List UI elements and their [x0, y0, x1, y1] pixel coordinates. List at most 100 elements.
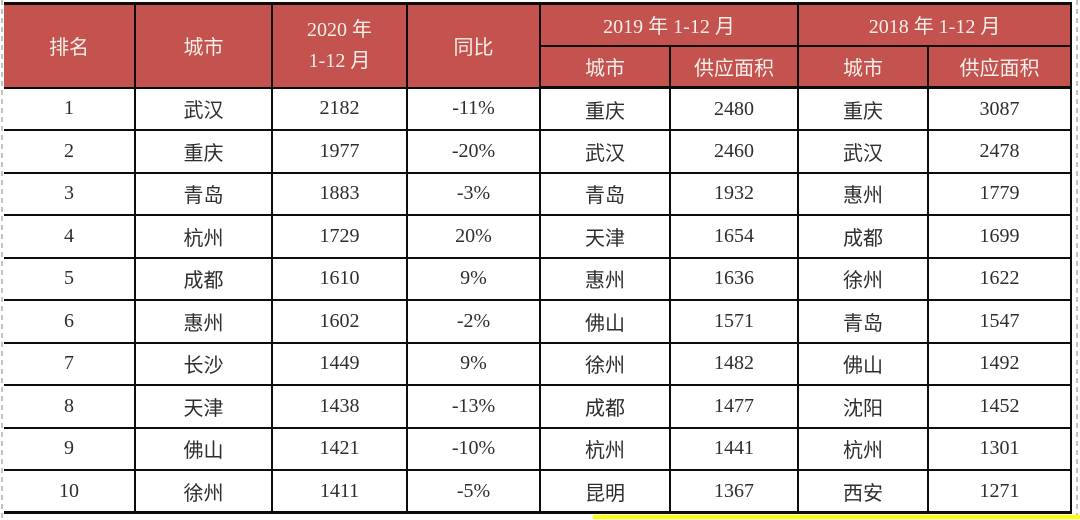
cell-supply-2018: 1271 [927, 469, 1073, 514]
cell-supply-2020: 1729 [271, 214, 408, 259]
cell-city: 天津 [134, 384, 273, 429]
cell-supply-2020: 2182 [271, 86, 408, 131]
cell-city-2019: 青岛 [539, 171, 671, 216]
table-row: 5 成都 1610 9% 惠州 1636 徐州 1622 [4, 256, 1073, 301]
cell-supply-2018: 1622 [927, 256, 1073, 301]
header-group-2018: 2018 年 1-12 月 [797, 2, 1073, 47]
cell-city-2019: 天津 [539, 214, 671, 259]
cell-rank: 5 [4, 256, 136, 301]
cell-city-2019: 惠州 [539, 256, 671, 301]
cell-rank: 4 [4, 214, 136, 259]
cell-rank: 3 [4, 171, 136, 216]
cell-city: 重庆 [134, 129, 273, 174]
cell-city-2018: 重庆 [797, 86, 930, 131]
cell-rank: 10 [4, 469, 136, 514]
cell-supply-2020: 1438 [271, 384, 408, 429]
cell-yoy: 9% [406, 256, 541, 301]
cell-city-2018: 青岛 [797, 299, 930, 344]
header-supply-2018: 供应面积 [927, 44, 1073, 89]
cell-yoy: -13% [406, 384, 541, 429]
header-city-2018: 城市 [797, 44, 930, 89]
cell-rank: 9 [4, 426, 136, 471]
cell-supply-2019: 1636 [668, 256, 800, 301]
cell-city-2019: 佛山 [539, 299, 671, 344]
cell-supply-2018: 2478 [927, 129, 1073, 174]
table-row: 1 武汉 2182 -11% 重庆 2480 重庆 3087 [4, 86, 1073, 131]
cell-rank: 8 [4, 384, 136, 429]
cell-city-2019: 徐州 [539, 341, 671, 386]
cell-rank: 1 [4, 86, 136, 131]
cell-supply-2020: 1610 [271, 256, 408, 301]
cell-supply-2019: 2480 [668, 86, 800, 131]
cell-city: 青岛 [134, 171, 273, 216]
cell-supply-2019: 1367 [668, 469, 800, 514]
table-row: 8 天津 1438 -13% 成都 1477 沈阳 1452 [4, 384, 1073, 429]
cell-supply-2019: 1441 [668, 426, 800, 471]
cell-city: 惠州 [134, 299, 273, 344]
cell-rank: 2 [4, 129, 136, 174]
cell-city: 长沙 [134, 341, 273, 386]
cell-yoy: 20% [406, 214, 541, 259]
header-city-2019: 城市 [540, 44, 671, 89]
cell-supply-2020: 1883 [271, 171, 408, 216]
cell-rank: 6 [4, 299, 136, 344]
cell-city-2018: 徐州 [797, 256, 930, 301]
cell-supply-2018: 1699 [927, 214, 1073, 259]
cell-supply-2019: 2460 [668, 129, 800, 174]
table-body: 1 武汉 2182 -11% 重庆 2480 重庆 3087 2 重庆 1977 -20% 武汉 2460… [4, 86, 1073, 514]
cell-city: 徐州 [134, 469, 273, 514]
page-break-dashed-line-right [1076, 0, 1078, 520]
cell-yoy: -2% [406, 299, 541, 344]
page-break-dashed-line-left [1, 0, 3, 520]
cell-yoy: -20% [406, 129, 541, 174]
header-city-2020: 城市 [134, 2, 273, 89]
cell-supply-2019: 1477 [668, 384, 800, 429]
cell-city-2019: 成都 [539, 384, 671, 429]
header-period-2020-line1: 2020 年 [307, 18, 372, 41]
cell-city: 成都 [134, 256, 273, 301]
cell-city: 武汉 [134, 86, 273, 131]
cell-supply-2020: 1449 [271, 341, 408, 386]
cell-city-2018: 武汉 [797, 129, 930, 174]
cell-yoy: -11% [406, 86, 541, 131]
cell-supply-2018: 1492 [927, 341, 1073, 386]
table-row: 3 青岛 1883 -3% 青岛 1932 惠州 1779 [4, 171, 1073, 216]
cell-city-2019: 武汉 [539, 129, 671, 174]
cell-supply-2019: 1571 [668, 299, 800, 344]
header-group-2019: 2019 年 1-12 月 [538, 2, 800, 47]
cell-city: 杭州 [134, 214, 273, 259]
table-row: 7 长沙 1449 9% 徐州 1482 佛山 1492 [4, 341, 1073, 386]
header-rank: 排名 [4, 2, 136, 89]
cell-yoy: -5% [406, 469, 541, 514]
cell-city-2018: 佛山 [797, 341, 930, 386]
cell-city-2018: 沈阳 [797, 384, 930, 429]
cell-supply-2019: 1932 [668, 171, 800, 216]
table-row: 2 重庆 1977 -20% 武汉 2460 武汉 2478 [4, 129, 1073, 174]
cell-city-2018: 惠州 [797, 171, 930, 216]
cell-city-2018: 西安 [797, 469, 930, 514]
cell-yoy: -10% [406, 426, 541, 471]
cell-city-2019: 杭州 [539, 426, 671, 471]
header-period-2020: 2020 年 1-12 月 [271, 2, 408, 89]
cell-supply-2020: 1411 [271, 469, 408, 514]
cell-supply-2018: 1547 [927, 299, 1073, 344]
cell-yoy: -3% [406, 171, 541, 216]
cell-rank: 7 [4, 341, 136, 386]
table-row: 10 徐州 1411 -5% 昆明 1367 西安 1271 [4, 469, 1073, 514]
cell-city-2019: 昆明 [539, 469, 671, 514]
yellow-highlight-bar [593, 515, 1080, 519]
cell-city: 佛山 [134, 426, 273, 471]
cell-supply-2019: 1482 [668, 341, 800, 386]
table-row: 9 佛山 1421 -10% 杭州 1441 杭州 1301 [4, 426, 1073, 471]
cell-supply-2020: 1421 [271, 426, 408, 471]
cell-supply-2018: 1452 [927, 384, 1073, 429]
cell-supply-2020: 1977 [271, 129, 408, 174]
cell-supply-2019: 1654 [668, 214, 800, 259]
table-row: 6 惠州 1602 -2% 佛山 1571 青岛 1547 [4, 299, 1073, 344]
cell-supply-2018: 1301 [927, 426, 1073, 471]
table-row: 4 杭州 1729 20% 天津 1654 成都 1699 [4, 214, 1073, 259]
cell-yoy: 9% [406, 341, 541, 386]
cell-city-2018: 成都 [797, 214, 930, 259]
cell-supply-2018: 3087 [927, 86, 1073, 131]
